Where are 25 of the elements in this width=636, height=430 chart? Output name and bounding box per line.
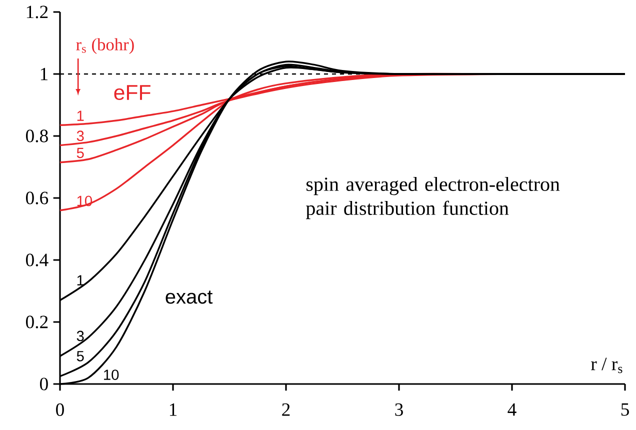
y-tick-label: 0.6 — [26, 192, 48, 204]
x-tick-label: 3 — [395, 403, 403, 416]
y-tick-label: 1.2 — [26, 6, 48, 18]
series-label: 1 — [77, 275, 84, 286]
series-label: 1 — [77, 110, 84, 121]
x-tick-label: 4 — [508, 403, 516, 416]
y-tick-label: 1 — [40, 68, 48, 80]
x-tick-label: 1 — [170, 403, 177, 416]
series-label: 5 — [76, 148, 84, 158]
y-tick-label: 0.8 — [26, 130, 48, 142]
x-axis-title: r / r$_{s}$ — [591, 358, 622, 374]
annotation: spin averaged electron-electron pair distribution function — [306, 176, 560, 220]
y-tick-label: 0 — [40, 378, 48, 390]
y-tick-label: 0.2 — [26, 316, 48, 328]
x-tick-label: 0 — [56, 403, 64, 416]
annotation: exact — [166, 290, 213, 304]
series-label: 5 — [76, 351, 84, 362]
series-label: 3 — [76, 330, 84, 342]
annotation: r$_{s}$ (bohr) — [76, 38, 134, 54]
annotation: eFF — [114, 85, 150, 100]
y-tick-label: 0.4 — [26, 254, 48, 266]
series-label: 3 — [76, 130, 84, 142]
x-tick-label: 5 — [621, 403, 629, 416]
x-tick-label: 2 — [282, 403, 290, 416]
series-label: 10 — [104, 370, 119, 380]
